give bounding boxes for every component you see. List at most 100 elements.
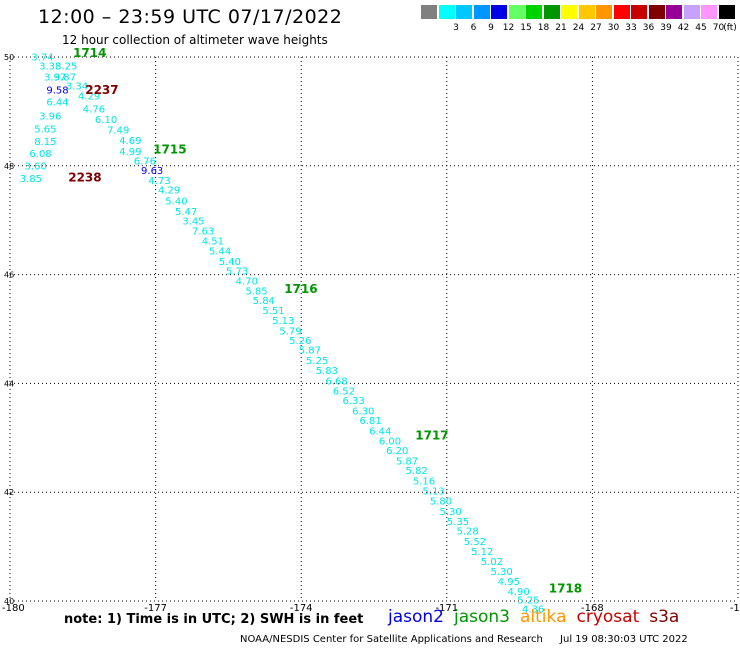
- legend-label: 33: [625, 23, 637, 33]
- swh-value: 6.20: [386, 446, 408, 457]
- swh-value: 6.44: [369, 427, 391, 438]
- swh-value: 5.30: [440, 507, 462, 518]
- swh-value: 5.30: [490, 567, 512, 578]
- swh-value: 4.36: [522, 604, 544, 615]
- swh-value: 3.85: [20, 174, 42, 185]
- swh-value: 9.63: [141, 166, 163, 177]
- swh-value: 3.38: [39, 62, 61, 73]
- swh-value: 4.51: [202, 237, 224, 248]
- swh-value: 7.49: [107, 126, 129, 137]
- legend-swatch: [491, 5, 507, 19]
- swh-value: 5.87: [299, 345, 321, 356]
- swh-value: 5.40: [219, 257, 241, 268]
- lat-tick-label: 44: [4, 379, 14, 388]
- legend-swatch: [578, 5, 595, 19]
- legend-swatch: [613, 5, 630, 19]
- legend-swatch: [421, 5, 437, 19]
- swh-value: 5.87: [396, 456, 418, 467]
- swh-value: 5.73: [226, 267, 248, 278]
- legend-unit: (ft): [723, 23, 737, 33]
- swh-value: 5.16: [413, 477, 435, 488]
- swh-value: 5.25: [517, 596, 539, 607]
- swh-value: 6.44: [46, 97, 68, 108]
- legend-label: 45: [695, 23, 707, 33]
- page-subtitle: 12 hour collection of altimeter wave hei…: [62, 33, 328, 47]
- swh-value: 4.73: [148, 176, 170, 187]
- footer-note: note: 1) Time is in UTC; 2) SWH is in fe…: [64, 612, 364, 627]
- swh-value: 5.51: [262, 306, 284, 317]
- pass-time-labels: 1714 2237 1715 2238 1716 1717 1718: [68, 46, 582, 595]
- swh-value: 6.00: [379, 436, 401, 447]
- legend-label: 30: [607, 23, 620, 33]
- swh-value: 5.47: [175, 207, 197, 218]
- credit-text: NOAA/NESDIS Center for Satellite Applica…: [240, 634, 543, 645]
- swh-value: 5.13: [423, 486, 445, 497]
- swh-value: 9.58: [46, 85, 68, 96]
- lat-tick-label: 46: [4, 271, 14, 280]
- swh-value: 5.02: [481, 557, 503, 568]
- legend-label: 36: [642, 23, 655, 33]
- lon-tick-label: -168: [581, 603, 604, 614]
- swh-value: 5.12: [471, 547, 493, 558]
- lon-tick-label: -171: [435, 603, 458, 614]
- lon-tick-label: -180: [2, 603, 25, 614]
- pass-time-label: 1715: [153, 142, 186, 156]
- swh-value: 5.25: [306, 356, 328, 367]
- lat-tick-label: 40: [4, 597, 14, 606]
- legend-label: 27: [590, 23, 602, 33]
- legend-label: 6: [470, 23, 477, 33]
- swh-value: 5.28: [457, 527, 479, 538]
- swh-value: 6.52: [333, 386, 355, 397]
- lat-tick-label: 50: [4, 53, 14, 62]
- swh-value: 4.69: [119, 136, 141, 147]
- swh-value: 5.26: [289, 336, 311, 347]
- pass-time-label: 1716: [284, 282, 317, 296]
- swh-value: 6.30: [352, 406, 374, 417]
- lon-tick-label: -16: [730, 603, 740, 614]
- swh-value: 6.08: [29, 149, 51, 160]
- legend-swatch: [683, 5, 700, 19]
- lat-tick-label: 42: [4, 488, 14, 497]
- swh-value: 5.44: [209, 246, 231, 257]
- pass-time-label: 1714: [73, 46, 106, 60]
- legend-swatch: [438, 5, 455, 19]
- swh-value: 6.10: [95, 115, 117, 126]
- legend-label: 24: [572, 23, 585, 33]
- page-title: 12:00 – 23:59 UTC 07/17/2022: [38, 6, 343, 28]
- legend-label: 3: [453, 23, 459, 33]
- legend-label: 39: [660, 23, 672, 33]
- legend-swatch: [561, 5, 577, 19]
- legend-swatch: [596, 5, 612, 19]
- swh-value: 6.68: [325, 376, 347, 387]
- legend-swatch: [473, 5, 490, 19]
- pass-time-label: 1717: [415, 428, 448, 442]
- legend-swatch: [543, 5, 560, 19]
- legend-swatch: [508, 5, 525, 19]
- swh-value: 4.29: [78, 91, 100, 102]
- swh-value: 4.95: [498, 577, 520, 588]
- satellite-altika: altika: [520, 607, 567, 627]
- swh-value: 5.85: [245, 287, 267, 298]
- swh-observations: 3.743.383.253.973.873.349.58 4.29 6.44 4.76…: [20, 52, 545, 615]
- legend-swatch: [718, 5, 735, 19]
- swh-value: 3.60: [25, 162, 47, 173]
- legend-swatch: [648, 5, 665, 19]
- swh-value: 3.74: [31, 52, 53, 63]
- swh-value: 5.52: [464, 537, 486, 548]
- satellite-legend: jason2 jason3 altika cryosat s3a: [388, 607, 689, 627]
- swh-value: 4.29: [158, 186, 180, 197]
- legend-swatch: [456, 5, 472, 19]
- swh-value: 3.45: [182, 217, 204, 228]
- swh-value: 5.79: [279, 326, 301, 337]
- swh-value: 4.70: [236, 276, 258, 287]
- legend-swatch: [631, 5, 647, 19]
- swh-value: 3.34: [66, 82, 88, 93]
- legend-label: 21: [555, 23, 567, 33]
- swh-value: 7.63: [192, 226, 214, 237]
- swh-value: 5.35: [447, 517, 469, 528]
- swh-value: 5.65: [34, 125, 56, 136]
- legend-label: 9: [488, 23, 494, 33]
- swh-value: 3.97: [44, 72, 66, 83]
- satellite-jason3: jason3: [454, 607, 510, 627]
